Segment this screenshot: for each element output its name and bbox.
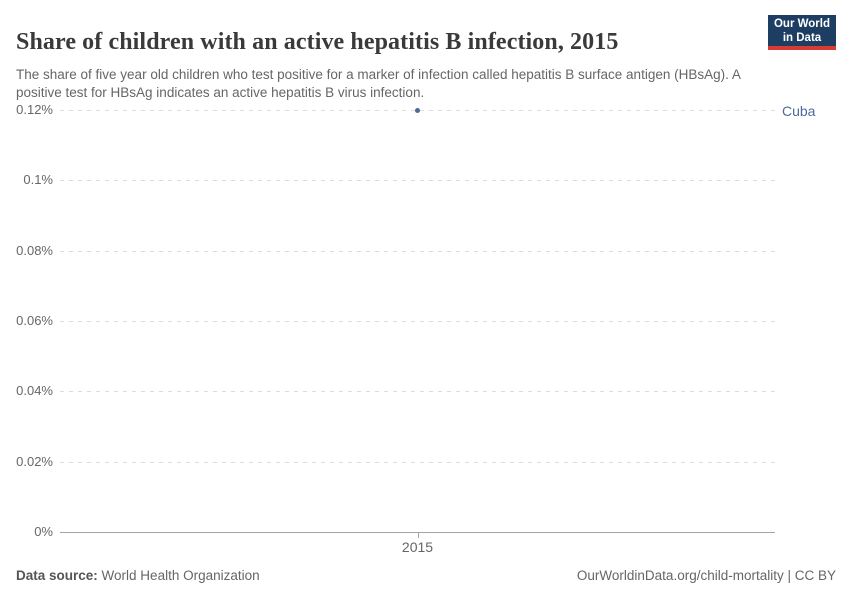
data-source-value[interactable]: World Health Organization xyxy=(101,568,260,583)
y-axis-tick-label: 0.06% xyxy=(16,313,53,328)
owid-logo-line1: Our World xyxy=(773,18,830,30)
owid-logo[interactable]: Our World in Data xyxy=(768,15,836,50)
chart-subtitle: The share of five year old children who … xyxy=(16,66,741,101)
gridline xyxy=(60,250,775,252)
y-axis-tick-label: 0.04% xyxy=(16,383,53,399)
y-axis-tick-label: 0.12% xyxy=(16,102,53,117)
chart-footer: Data source: World Health Organization O… xyxy=(16,568,836,583)
data-source: Data source: World Health Organization xyxy=(16,568,260,583)
y-axis-tick-label: 0% xyxy=(34,524,53,539)
data-source-label: Data source: xyxy=(16,568,98,583)
gridline xyxy=(60,391,775,393)
owid-logo-line2: in Data xyxy=(782,32,822,44)
y-axis-tick-label: 0.1% xyxy=(23,172,53,188)
y-axis-tick-label: 0.08% xyxy=(16,242,53,258)
chart-title: Share of children with an active hepatit… xyxy=(16,29,619,56)
x-axis-tick xyxy=(417,533,419,538)
gridline xyxy=(60,321,775,322)
y-axis-tick-label: 0.02% xyxy=(16,453,53,469)
gridline xyxy=(60,461,775,463)
gridline xyxy=(60,180,775,182)
entity-label-cuba: Cuba xyxy=(782,103,816,119)
data-point-cuba xyxy=(415,107,420,113)
credit-link[interactable]: OurWorldinData.org/child-mortality | CC … xyxy=(576,568,836,583)
x-axis-line xyxy=(60,532,775,533)
x-axis-tick-label: 2015 xyxy=(401,539,434,555)
